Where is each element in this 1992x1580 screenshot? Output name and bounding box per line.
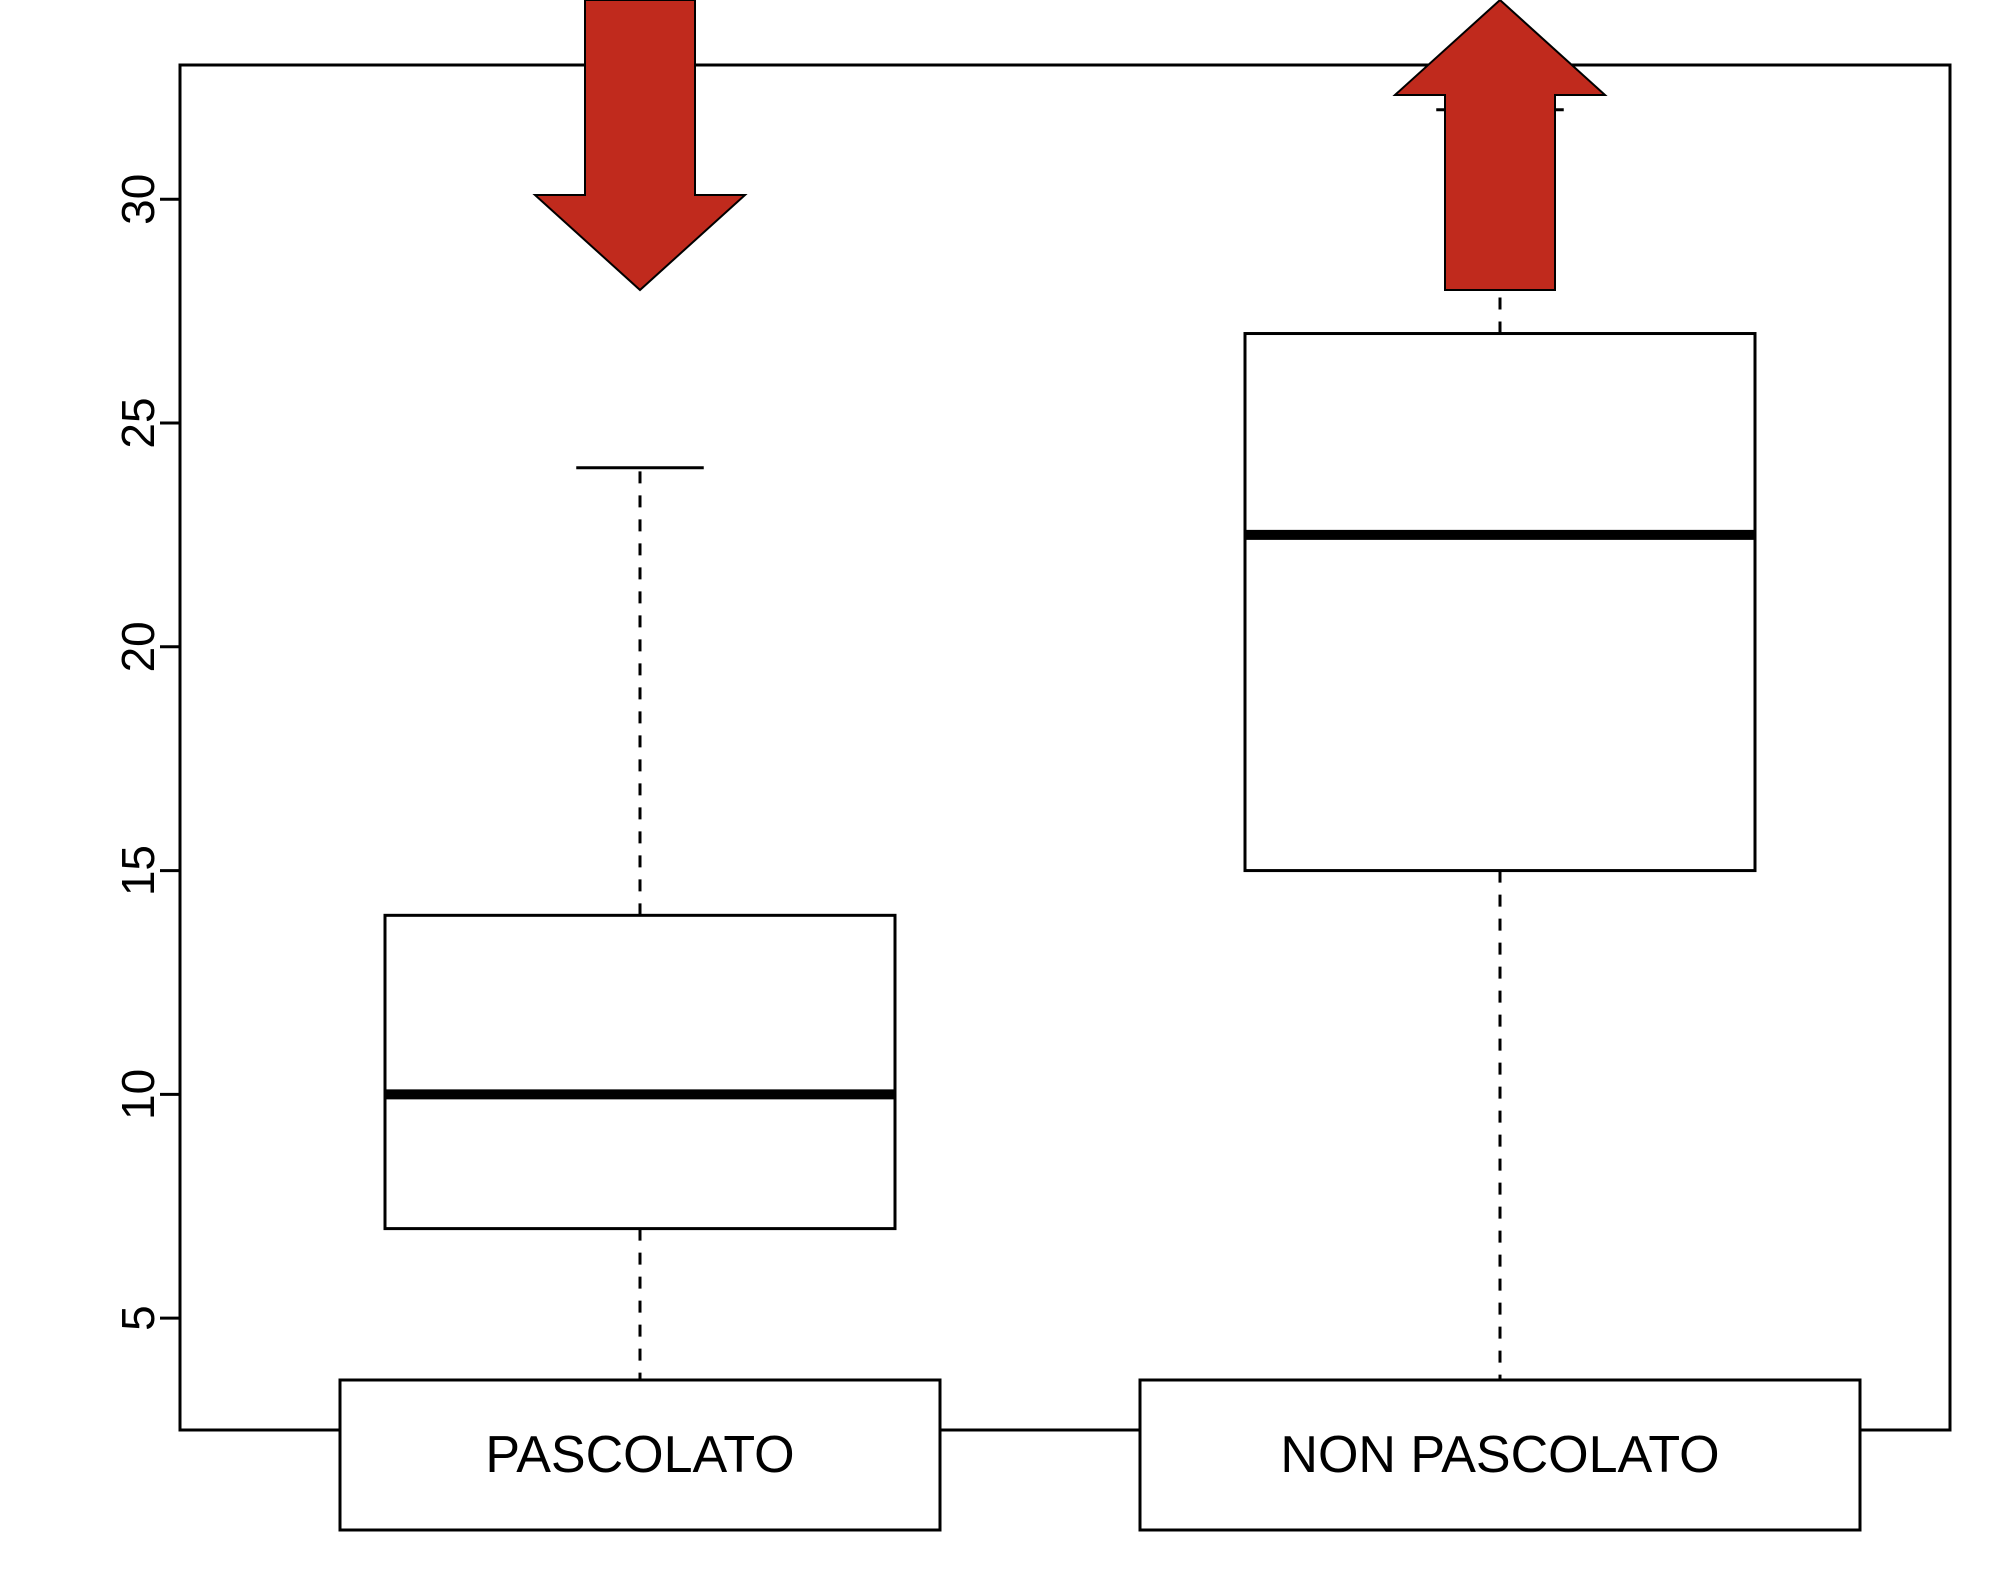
arrow-down-icon: [535, 0, 745, 290]
box: [385, 915, 895, 1228]
y-tick-label: 30: [112, 174, 164, 225]
y-tick-label: 10: [112, 1069, 164, 1120]
arrow-up-icon: [1395, 0, 1605, 290]
boxplot-chart: 5 10 15 20 25 30 PASCOLATO NON PASCOLATO: [0, 0, 1992, 1580]
y-tick-label: 25: [112, 397, 164, 448]
y-tick-label: 15: [112, 845, 164, 896]
y-tick-label: 20: [112, 621, 164, 672]
category-label-text: PASCOLATO: [485, 1426, 794, 1484]
y-tick-label: 5: [112, 1305, 164, 1331]
box: [1245, 334, 1755, 871]
category-label-text: NON PASCOLATO: [1280, 1426, 1719, 1484]
chart-svg: 5 10 15 20 25 30 PASCOLATO NON PASCOLATO: [0, 0, 1992, 1580]
